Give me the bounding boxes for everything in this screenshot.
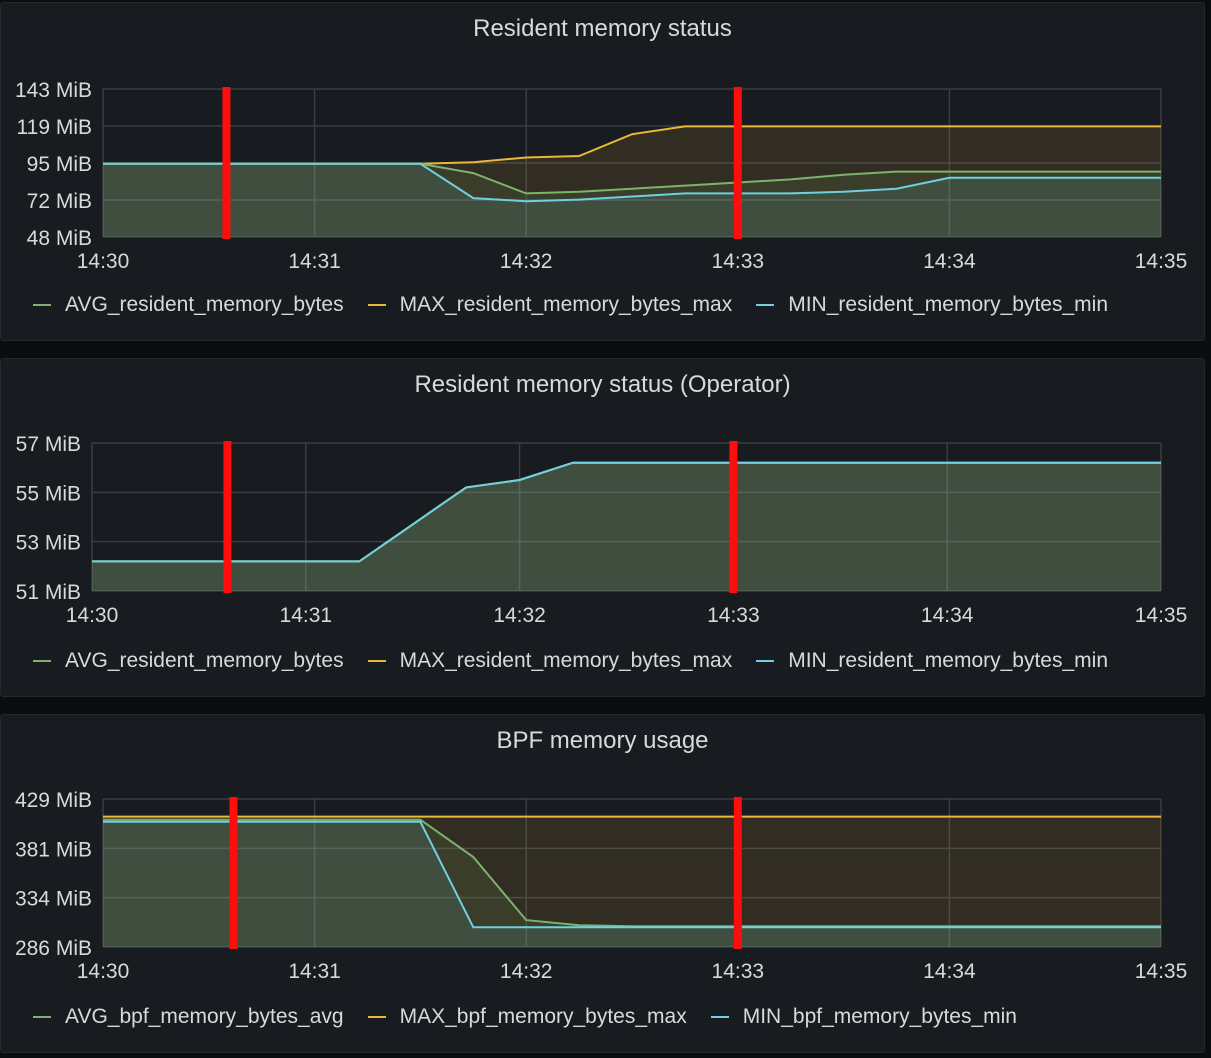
legend-label: AVG_resident_memory_bytes	[65, 293, 344, 316]
series-area	[92, 462, 1161, 591]
x-tick-label: 14:30	[66, 604, 119, 627]
x-tick-label: 14:35	[1135, 960, 1188, 983]
x-tick-label: 14:31	[280, 604, 333, 627]
legend-swatch	[756, 660, 775, 662]
legend-label: AVG_resident_memory_bytes	[65, 649, 344, 672]
x-tick-label: 14:31	[288, 960, 341, 983]
legend-item-avg[interactable]: AVG_bpf_memory_bytes_avg	[33, 1005, 344, 1029]
red-marker	[229, 797, 238, 949]
x-tick-label: 14:31	[288, 250, 341, 273]
y-tick-label: 55 MiB	[16, 482, 81, 505]
red-marker	[733, 797, 742, 949]
y-tick-label: 429 MiB	[15, 789, 92, 812]
series-area	[103, 821, 1161, 947]
y-tick-label: 72 MiB	[27, 190, 92, 213]
y-tick-label: 334 MiB	[15, 888, 92, 911]
x-tick-label: 14:33	[712, 960, 765, 983]
red-marker	[729, 441, 738, 593]
series-line	[103, 162, 1161, 203]
y-tick-label: 286 MiB	[15, 937, 92, 960]
x-tick-label: 14:35	[1135, 250, 1188, 273]
series-area	[103, 819, 1161, 947]
chart-panel-resident-memory: Resident memory status 48 MiB 72 MiB 95 Mi…	[0, 2, 1205, 341]
chart-panel-bpf-memory: BPF memory usage 286 MiB 334 MiB 381 MiB 42…	[0, 714, 1205, 1053]
plot-area	[103, 799, 1161, 947]
legend-item-min[interactable]: MIN_resident_memory_bytes_min	[756, 293, 1108, 317]
chart-svg[interactable]: 286 MiB 334 MiB 381 MiB 429 MiB 14:30 14:31 14…	[1, 715, 1206, 1054]
legend-label: MAX_resident_memory_bytes_max	[399, 293, 733, 316]
legend-item-min[interactable]: MIN_bpf_memory_bytes_min	[710, 1005, 1017, 1029]
y-tick-label: 57 MiB	[16, 433, 81, 456]
series-area	[92, 462, 1161, 591]
panel-title: Resident memory status (Operator)	[414, 371, 791, 398]
legend-swatch	[367, 1016, 386, 1018]
chart-svg[interactable]: 48 MiB 72 MiB 95 MiB 119 MiB 143 MiB 14:30 14:…	[1, 3, 1206, 342]
legend-label: MIN_resident_memory_bytes_min	[788, 649, 1109, 672]
y-tick-label: 381 MiB	[15, 838, 92, 861]
legend-item-min[interactable]: MIN_resident_memory_bytes_min	[756, 649, 1108, 673]
y-tick-label: 143 MiB	[15, 79, 92, 102]
y-tick-label: 95 MiB	[27, 153, 92, 176]
legend-swatch	[33, 1016, 51, 1018]
legend-label: AVG_bpf_memory_bytes_avg	[65, 1005, 344, 1028]
legend-swatch	[367, 304, 386, 306]
legend-label: MIN_resident_memory_bytes_min	[788, 293, 1109, 316]
legend-swatch	[756, 304, 775, 306]
series-line	[92, 461, 1161, 563]
legend-item-max[interactable]: MAX_resident_memory_bytes_max	[367, 293, 733, 317]
legend-swatch	[33, 304, 51, 306]
series-area	[103, 816, 1161, 947]
chart-panel-resident-memory-operator: Resident memory status (Operator) 51 MiB…	[0, 358, 1205, 697]
legend: AVG_resident_memory_bytes MAX_resident_m…	[33, 293, 1132, 317]
legend: AVG_resident_memory_bytes MAX_resident_m…	[33, 649, 1132, 673]
red-marker	[733, 87, 742, 239]
legend-item-avg[interactable]: AVG_resident_memory_bytes	[33, 649, 344, 673]
series-area	[103, 163, 1161, 237]
x-tick-label: 14:34	[921, 604, 974, 627]
series-area	[92, 462, 1161, 591]
x-tick-label: 14:30	[77, 250, 130, 273]
plot-area	[92, 443, 1161, 591]
x-tick-label: 14:30	[77, 960, 130, 983]
series-area	[103, 126, 1161, 237]
legend: AVG_bpf_memory_bytes_avg MAX_bpf_memory_…	[33, 1005, 1041, 1029]
legend-item-max[interactable]: MAX_resident_memory_bytes_max	[367, 649, 733, 673]
legend-label: MAX_bpf_memory_bytes_max	[399, 1005, 687, 1028]
series-line	[103, 818, 1161, 928]
legend-swatch	[367, 660, 386, 662]
x-tick-label: 14:32	[500, 960, 553, 983]
panel-title: BPF memory usage	[496, 727, 709, 754]
legend-swatch	[710, 1016, 729, 1018]
chart-svg[interactable]: 51 MiB 53 MiB 55 MiB 57 MiB 14:30 14:31 14:32 1…	[1, 359, 1206, 698]
legend-swatch	[33, 660, 51, 662]
x-tick-label: 14:33	[712, 250, 765, 273]
red-marker	[223, 441, 232, 593]
y-tick-label: 119 MiB	[17, 116, 92, 139]
x-tick-label: 14:32	[493, 604, 546, 627]
legend-item-avg[interactable]: AVG_resident_memory_bytes	[33, 293, 344, 317]
y-tick-label: 51 MiB	[16, 581, 81, 604]
x-tick-label: 14:34	[923, 250, 976, 273]
x-tick-label: 14:32	[500, 250, 553, 273]
panel-title: Resident memory status	[473, 15, 732, 42]
legend-item-max[interactable]: MAX_bpf_memory_bytes_max	[367, 1005, 687, 1029]
y-tick-label: 53 MiB	[16, 532, 81, 555]
x-tick-label: 14:35	[1135, 604, 1188, 627]
legend-label: MIN_bpf_memory_bytes_min	[742, 1005, 1017, 1028]
x-tick-label: 14:34	[923, 960, 976, 983]
red-marker	[222, 87, 231, 239]
y-tick-label: 48 MiB	[27, 227, 92, 250]
legend-label: MAX_resident_memory_bytes_max	[399, 649, 733, 672]
series-line	[103, 820, 1161, 929]
series-area	[103, 163, 1161, 237]
x-tick-label: 14:33	[707, 604, 760, 627]
